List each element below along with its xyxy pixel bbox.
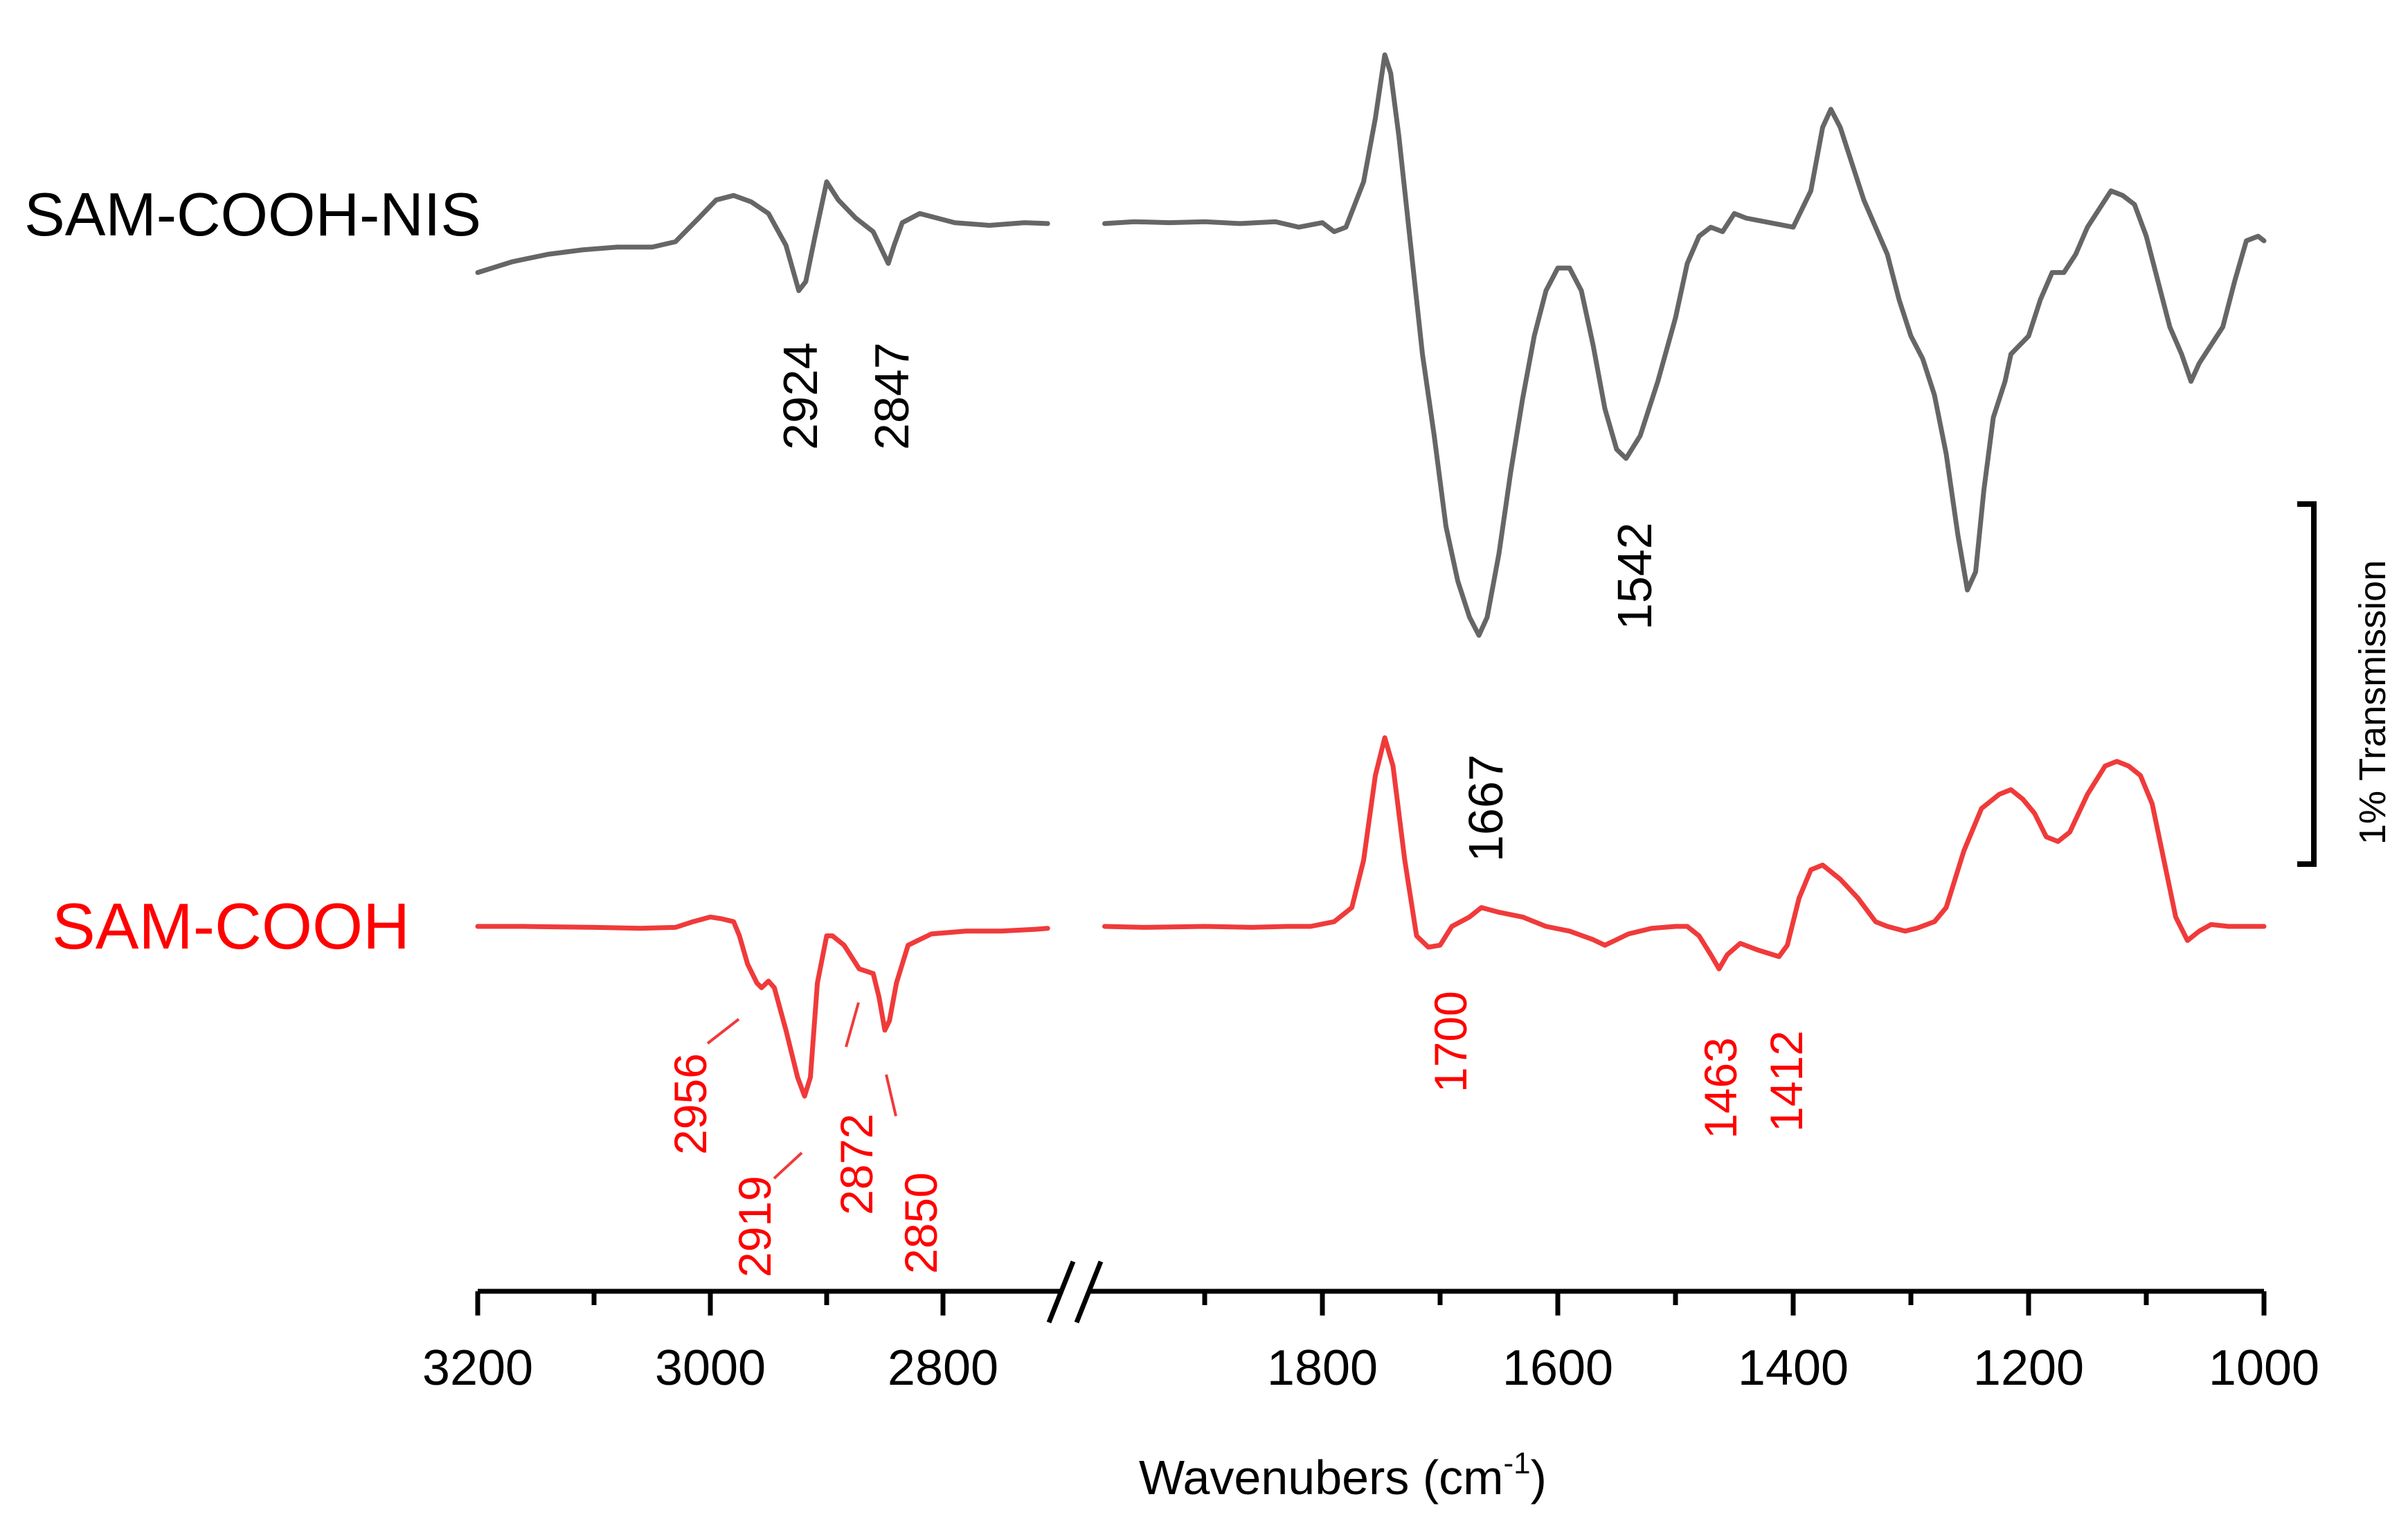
x-tick-label-3000: 3000 — [655, 1340, 766, 1396]
series-label-sam-cooh: SAM-COOH — [52, 890, 410, 962]
scale-bar: 1% Transmission — [2297, 501, 2393, 867]
axis-break-mark-2 — [1074, 1260, 1104, 1324]
peak-label-2847: 2847 — [865, 342, 919, 450]
x-tick-label-1600: 1600 — [1502, 1340, 1613, 1396]
tick-layer: 3200 3000 2800 1800 1600 1400 1200 1000 — [422, 1291, 2319, 1396]
peak-label-1667: 1667 — [1459, 754, 1513, 862]
peak-label-2872: 2872 — [831, 1113, 882, 1215]
peak-label-2924: 2924 — [773, 342, 827, 450]
series-line-sam-cooh — [475, 735, 2267, 1099]
x-tick-label-1400: 1400 — [1738, 1340, 1849, 1396]
x-tick-label-1200: 1200 — [1973, 1340, 2084, 1396]
x-tick-label-1800: 1800 — [1267, 1340, 1378, 1396]
peak-label-1542: 1542 — [1608, 522, 1662, 630]
peak-label-2956: 2956 — [665, 1053, 716, 1155]
series-layer — [475, 52, 2267, 1099]
series-label-sam-cooh-nis: SAM-COOH-NIS — [24, 180, 481, 249]
leader-line-2956 — [706, 1018, 740, 1045]
x-axis-title: Wavenubers (cm-1) — [1139, 1446, 1547, 1505]
peak-label-1700: 1700 — [1425, 991, 1476, 1093]
x-tick-label-1000: 1000 — [2209, 1340, 2319, 1396]
scale-bar-label: 1% Transmission — [2352, 560, 2393, 845]
axis-break-mark-1 — [1046, 1260, 1076, 1324]
peak-label-2850: 2850 — [895, 1172, 946, 1274]
annotation-layer: 2924 2847 1542 1667 2956 2919 2872 2850 … — [665, 342, 1812, 1277]
leader-line-2919 — [773, 1151, 803, 1180]
leader-line-2850 — [885, 1074, 897, 1117]
peak-label-1463: 1463 — [1695, 1037, 1746, 1139]
leader-line-2872 — [845, 1002, 860, 1048]
x-axis-title-main: Wavenubers (cm — [1139, 1451, 1503, 1505]
x-axis-title-close: ) — [1531, 1451, 1547, 1505]
x-tick-label-2800: 2800 — [888, 1340, 998, 1396]
peak-label-1412: 1412 — [1761, 1030, 1812, 1132]
peak-label-2919: 2919 — [729, 1176, 780, 1277]
x-axis-title-superscript: -1 — [1503, 1446, 1530, 1480]
x-axis: 3200 3000 2800 1800 1600 1400 1200 1000 Wavenub… — [422, 1260, 2319, 1505]
series-line-sam-cooh-nis — [475, 52, 2267, 638]
x-tick-label-3200: 3200 — [422, 1340, 533, 1396]
